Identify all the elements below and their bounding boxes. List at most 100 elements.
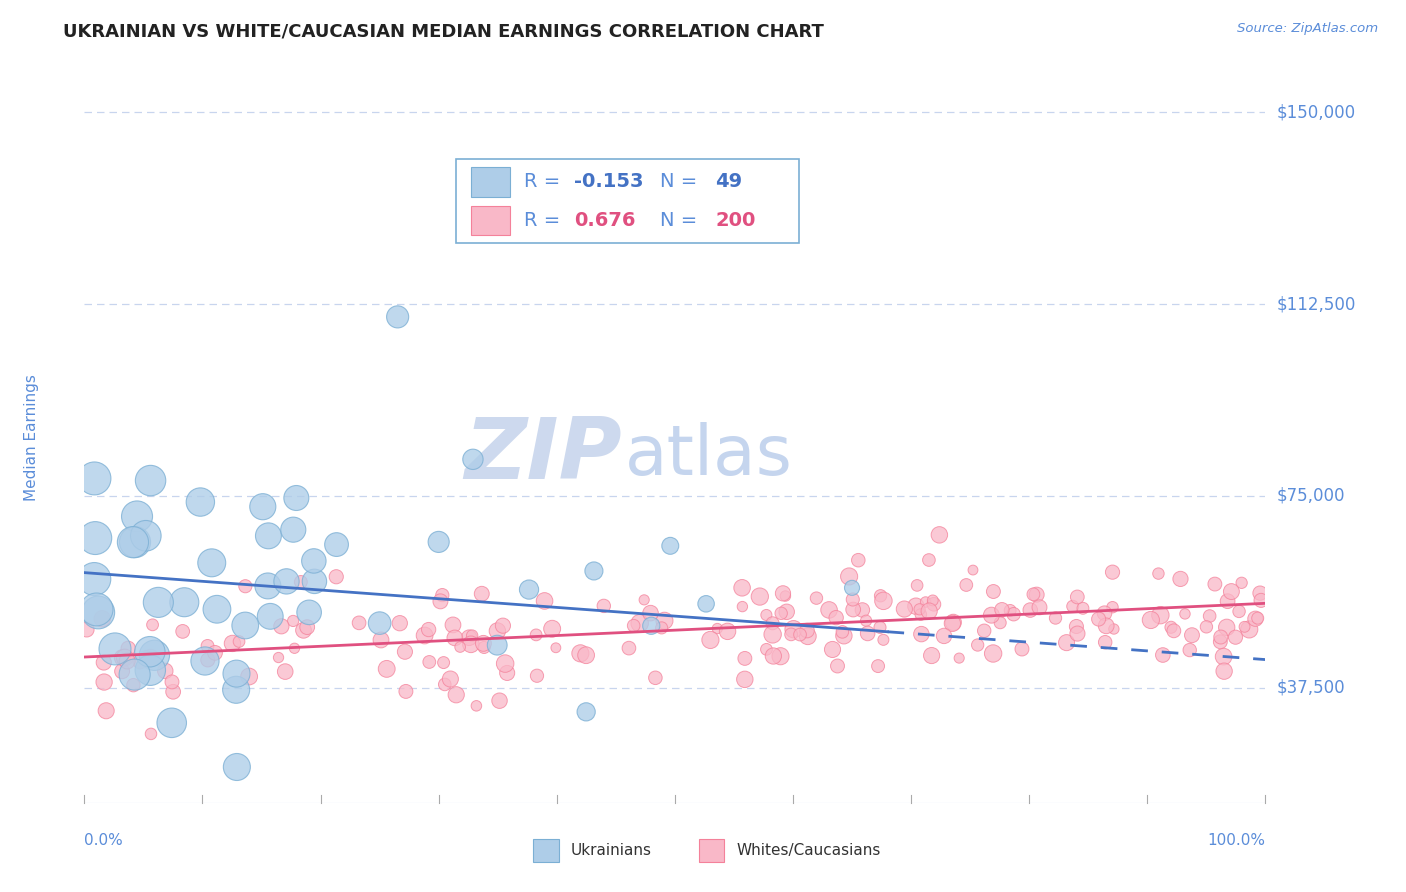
Point bbox=[295, 620, 318, 634]
Point bbox=[172, 624, 194, 639]
Point bbox=[988, 615, 1011, 630]
Point bbox=[855, 614, 877, 628]
Point bbox=[204, 646, 226, 660]
Point bbox=[780, 627, 803, 641]
Point bbox=[1198, 609, 1220, 624]
Point bbox=[87, 606, 110, 620]
FancyBboxPatch shape bbox=[457, 159, 799, 244]
Text: 100.0%: 100.0% bbox=[1208, 833, 1265, 848]
Text: $37,500: $37,500 bbox=[1277, 679, 1346, 697]
Point bbox=[869, 589, 891, 603]
Point bbox=[772, 586, 794, 600]
Point bbox=[494, 657, 516, 671]
Point bbox=[201, 556, 224, 570]
Point bbox=[633, 592, 655, 607]
Point bbox=[1178, 643, 1201, 657]
Point bbox=[762, 627, 785, 641]
Point bbox=[1204, 577, 1226, 591]
Point bbox=[492, 618, 515, 632]
Point bbox=[695, 597, 717, 611]
Point bbox=[117, 641, 139, 656]
Point bbox=[122, 678, 145, 692]
Point bbox=[575, 705, 598, 719]
Point bbox=[659, 539, 682, 553]
Point bbox=[825, 610, 848, 624]
Point bbox=[1066, 626, 1088, 640]
Point bbox=[190, 495, 212, 509]
Point bbox=[910, 627, 932, 641]
Point bbox=[716, 624, 738, 639]
Point bbox=[302, 554, 325, 568]
Text: ZIP: ZIP bbox=[464, 414, 621, 497]
Point bbox=[1095, 619, 1118, 633]
Point bbox=[1101, 600, 1123, 615]
Point bbox=[962, 563, 984, 577]
Point bbox=[461, 629, 484, 643]
Text: $112,500: $112,500 bbox=[1277, 295, 1355, 313]
Point bbox=[651, 621, 673, 635]
Point bbox=[1225, 630, 1247, 644]
Point bbox=[1233, 620, 1256, 634]
Point bbox=[257, 579, 280, 593]
Point bbox=[838, 569, 860, 583]
Point bbox=[755, 607, 778, 622]
Point bbox=[776, 605, 799, 619]
Point bbox=[460, 637, 482, 651]
Point bbox=[644, 671, 666, 685]
Point bbox=[872, 594, 894, 608]
Point bbox=[197, 653, 219, 667]
Point bbox=[496, 665, 519, 680]
Text: N =: N = bbox=[659, 172, 703, 192]
Point bbox=[706, 622, 728, 636]
Point bbox=[486, 624, 509, 638]
Point bbox=[93, 675, 115, 690]
Point bbox=[973, 624, 995, 638]
Point bbox=[283, 523, 305, 537]
Point bbox=[1140, 613, 1163, 627]
Point bbox=[918, 604, 941, 618]
Point bbox=[368, 616, 391, 631]
Point bbox=[375, 662, 398, 676]
Text: Median Earnings: Median Earnings bbox=[24, 374, 39, 500]
Point bbox=[270, 619, 292, 633]
Point bbox=[124, 535, 146, 549]
Point bbox=[1019, 603, 1042, 617]
Point bbox=[762, 648, 785, 663]
Point bbox=[827, 659, 849, 673]
Point bbox=[160, 715, 183, 730]
Point bbox=[1011, 642, 1033, 657]
Point bbox=[370, 632, 392, 647]
Point bbox=[205, 602, 228, 616]
Point bbox=[991, 603, 1014, 617]
Point bbox=[922, 597, 945, 611]
Point bbox=[914, 595, 936, 609]
Point bbox=[439, 672, 461, 686]
Point bbox=[488, 694, 510, 708]
Text: N =: N = bbox=[659, 211, 703, 230]
Point bbox=[782, 622, 804, 636]
Point bbox=[869, 620, 891, 634]
Point bbox=[1087, 612, 1109, 626]
Point bbox=[395, 684, 418, 698]
Point bbox=[856, 626, 879, 640]
Point bbox=[1230, 575, 1253, 590]
Point bbox=[1025, 588, 1047, 602]
Point bbox=[755, 642, 778, 657]
Point bbox=[418, 655, 440, 669]
Point bbox=[274, 665, 297, 679]
Point bbox=[1215, 620, 1237, 634]
Point bbox=[842, 592, 865, 607]
Text: Source: ZipAtlas.com: Source: ZipAtlas.com bbox=[1237, 22, 1378, 36]
Point bbox=[983, 584, 1005, 599]
Point bbox=[135, 649, 157, 664]
Point bbox=[1102, 622, 1125, 636]
Text: -0.153: -0.153 bbox=[575, 172, 644, 192]
Point bbox=[832, 629, 855, 643]
Point bbox=[93, 656, 115, 670]
Point bbox=[699, 632, 721, 647]
Point bbox=[980, 608, 1002, 623]
Bar bbox=[699, 838, 724, 862]
Point bbox=[640, 606, 662, 620]
Point bbox=[225, 760, 247, 774]
Point bbox=[1028, 600, 1050, 615]
